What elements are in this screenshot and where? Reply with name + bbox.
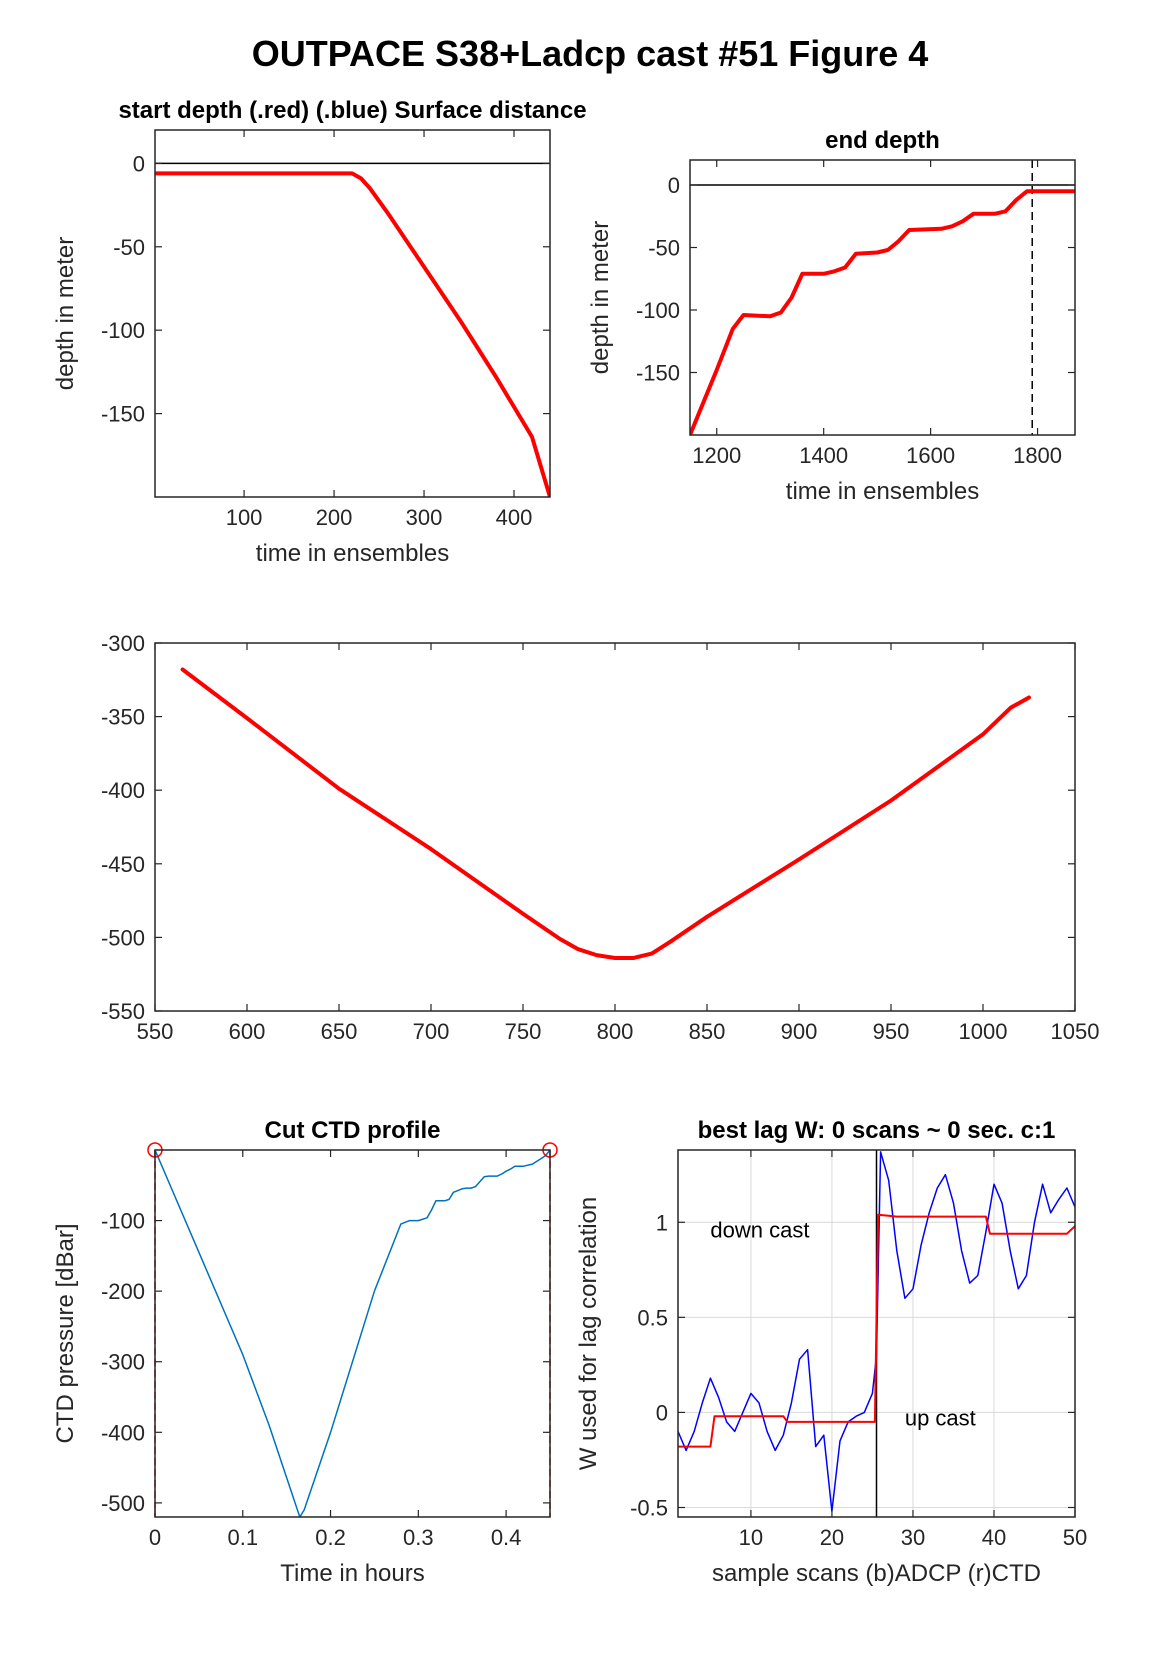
y-axis-label: depth in meter (52, 237, 79, 390)
x-tick-label: 1000 (959, 1019, 1008, 1044)
y-tick-label: -500 (101, 925, 145, 950)
chart-title: best lag W: 0 scans ~ 0 sec. c:1 (698, 1117, 1056, 1144)
y-tick-label: -200 (101, 1279, 145, 1304)
x-tick-label: 1400 (799, 443, 848, 468)
y-tick-label: -400 (101, 778, 145, 803)
series-line-1 (678, 1213, 1075, 1448)
figure-title: OUTPACE S38+Ladcp cast #51 Figure 4 (252, 33, 929, 74)
chart-title: start depth (.red) (.blue) Surface dista… (118, 97, 586, 124)
plot-area (155, 1150, 550, 1517)
x-tick-label: 750 (505, 1019, 542, 1044)
x-tick-label: 900 (781, 1019, 818, 1044)
x-tick-label: 1600 (906, 443, 955, 468)
x-tick-label: 0 (149, 1525, 161, 1550)
x-tick-label: 550 (137, 1019, 174, 1044)
best-lag-chart: 10 20 30 40 50 -0.5 0 0.5 1 best lag W: 0 scans ~… (575, 1117, 1087, 1587)
end-depth-chart: 1200 1400 1600 1800 0 -50 -100 -150 end depth tim… (587, 127, 1076, 505)
y-axis-label: CTD pressure [dBar] (52, 1223, 79, 1443)
x-tick-label: 1050 (1051, 1019, 1100, 1044)
y-tick-label: -450 (101, 852, 145, 877)
x-tick-label: 30 (901, 1525, 925, 1550)
cut-ctd-profile-chart: 0 0.1 0.2 0.3 0.4 -100 -200 -300 -400 -500 Cut CTD… (52, 1117, 558, 1587)
y-tick-label: -350 (101, 705, 145, 730)
y-tick-label: 0 (668, 173, 680, 198)
series-line-0 (155, 171, 550, 497)
x-tick-label: 0.4 (491, 1525, 522, 1550)
plot-area (155, 643, 1075, 1011)
x-tick-label: 650 (321, 1019, 358, 1044)
x-tick-label: 20 (820, 1525, 844, 1550)
x-tick-label: 10 (739, 1525, 763, 1550)
x-tick-label: 850 (689, 1019, 726, 1044)
x-tick-label: 950 (873, 1019, 910, 1044)
y-tick-label: 1 (656, 1210, 668, 1235)
series-line-0 (690, 189, 1075, 435)
y-axis-label: depth in meter (587, 221, 614, 374)
chart-title: Cut CTD profile (265, 1117, 441, 1144)
axes-frame (689, 159, 1076, 436)
axes-frame (677, 1149, 1076, 1518)
x-tick-label: 600 (229, 1019, 266, 1044)
annotation: down cast (710, 1217, 809, 1242)
y-tick-label: -500 (101, 1491, 145, 1516)
x-tick-label: 1800 (1013, 443, 1062, 468)
series-line-0 (180, 667, 1031, 960)
y-tick-label: -400 (101, 1420, 145, 1445)
axes-frame (154, 1149, 551, 1518)
y-tick-label: -100 (101, 1209, 145, 1234)
y-tick-label: -100 (636, 298, 680, 323)
y-tick-label: 0 (133, 151, 145, 176)
y-tick-label: -550 (101, 999, 145, 1024)
x-axis-label: Time in hours (280, 1560, 425, 1587)
start-depth-chart: 100 200 300 400 0 -50 -100 -150 start depth (.re… (52, 97, 587, 567)
x-tick-label: 40 (982, 1525, 1006, 1550)
y-tick-label: -300 (101, 1350, 145, 1375)
y-tick-label: -100 (101, 318, 145, 343)
x-axis-label: time in ensembles (786, 478, 979, 505)
y-tick-label: -150 (636, 361, 680, 386)
y-axis-label: W used for lag correlation (575, 1197, 602, 1470)
y-tick-label: -50 (113, 235, 145, 260)
series-line-0 (155, 1150, 550, 1517)
y-tick-label: -50 (648, 236, 680, 261)
x-tick-label: 300 (406, 505, 443, 530)
x-tick-label: 1200 (692, 443, 741, 468)
x-axis-label: sample scans (b)ADCP (r)CTD (712, 1560, 1041, 1587)
middle-depth-chart: 550 600 650 700 750 800 850 900 950 1000 1050 -300 -… (101, 631, 1100, 1044)
annotation: up cast (905, 1406, 976, 1431)
y-tick-label: -150 (101, 402, 145, 427)
x-tick-label: 50 (1063, 1525, 1087, 1550)
x-axis-label: time in ensembles (256, 540, 449, 567)
x-tick-label: 0.3 (403, 1525, 434, 1550)
x-tick-label: 400 (496, 505, 533, 530)
chart-title: end depth (825, 127, 940, 154)
x-tick-label: 100 (226, 505, 263, 530)
y-tick-label: -0.5 (630, 1495, 668, 1520)
plot-area (155, 130, 550, 497)
y-tick-label: 0.5 (637, 1305, 668, 1330)
y-tick-label: -300 (101, 631, 145, 656)
x-tick-label: 0.1 (227, 1525, 258, 1550)
x-tick-label: 800 (597, 1019, 634, 1044)
axes-frame (154, 129, 551, 498)
x-tick-label: 700 (413, 1019, 450, 1044)
y-tick-label: 0 (656, 1400, 668, 1425)
x-tick-label: 200 (316, 505, 353, 530)
x-tick-label: 0.2 (315, 1525, 346, 1550)
